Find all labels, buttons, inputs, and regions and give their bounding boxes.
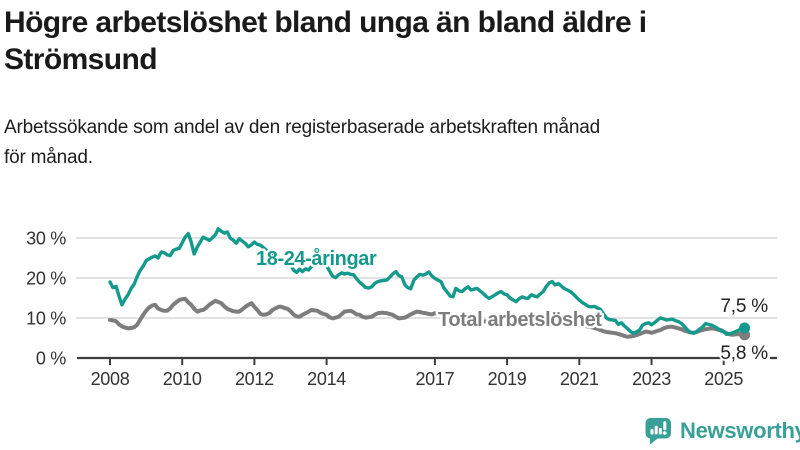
series-line-youth	[108, 227, 747, 337]
series-lines	[108, 227, 747, 339]
y-axis-tick-label: 20 %	[26, 269, 66, 289]
series-label-total: Total arbetslöshet	[438, 309, 602, 331]
page-title-line1: Högre arbetslöshet bland unga än bland ä…	[4, 6, 647, 39]
end-value-label-youth: 7,5 %	[720, 296, 768, 317]
y-axis-tick-label: 0 %	[36, 349, 66, 369]
chart-subtitle: Arbetssökande som andel av den registerb…	[4, 113, 796, 173]
chart-subtitle-line1: Arbetssökande som andel av den registerb…	[4, 117, 601, 138]
axes-and-gridlines: 0 % 10 % 20 % 30 % 2008 2010 2012 2014 2017 2019 2…	[26, 229, 777, 389]
end-label-backdrop	[722, 345, 770, 360]
x-axis-tick-label: 2012	[235, 369, 274, 389]
newsworthy-wordmark: Newsworthy	[680, 418, 800, 443]
page-title-line2: Strömsund	[4, 43, 158, 76]
series-end-dot-youth	[739, 322, 751, 334]
series-line-total	[108, 296, 747, 339]
y-axis-tick-label: 10 %	[26, 309, 66, 329]
x-axis-tick-label: 2014	[307, 369, 346, 389]
page-title: Högre arbetslöshet bland unga än bland ä…	[4, 4, 796, 78]
end-value-label-total: 5,8 %	[720, 343, 768, 364]
chart-subtitle-line2: för månad.	[4, 147, 93, 168]
x-axis-tick-label: 2023	[632, 369, 671, 389]
series-end-dots	[739, 322, 751, 341]
series-label-youth: 18-24-åringar	[256, 247, 377, 270]
x-axis-tick-label: 2021	[560, 369, 599, 389]
newsworthy-logo[interactable]: Newsworthy	[644, 417, 800, 445]
x-axis-tick-label: 2025	[704, 369, 743, 389]
x-axis-tick-label: 2010	[163, 369, 202, 389]
x-axis-tick-label: 2017	[415, 369, 454, 389]
x-axis-tick-label: 2019	[488, 369, 527, 389]
y-axis-tick-label: 30 %	[26, 229, 66, 249]
newsworthy-speech-bubble-chart-icon	[645, 418, 671, 445]
x-axis-tick-label: 2008	[91, 369, 130, 389]
